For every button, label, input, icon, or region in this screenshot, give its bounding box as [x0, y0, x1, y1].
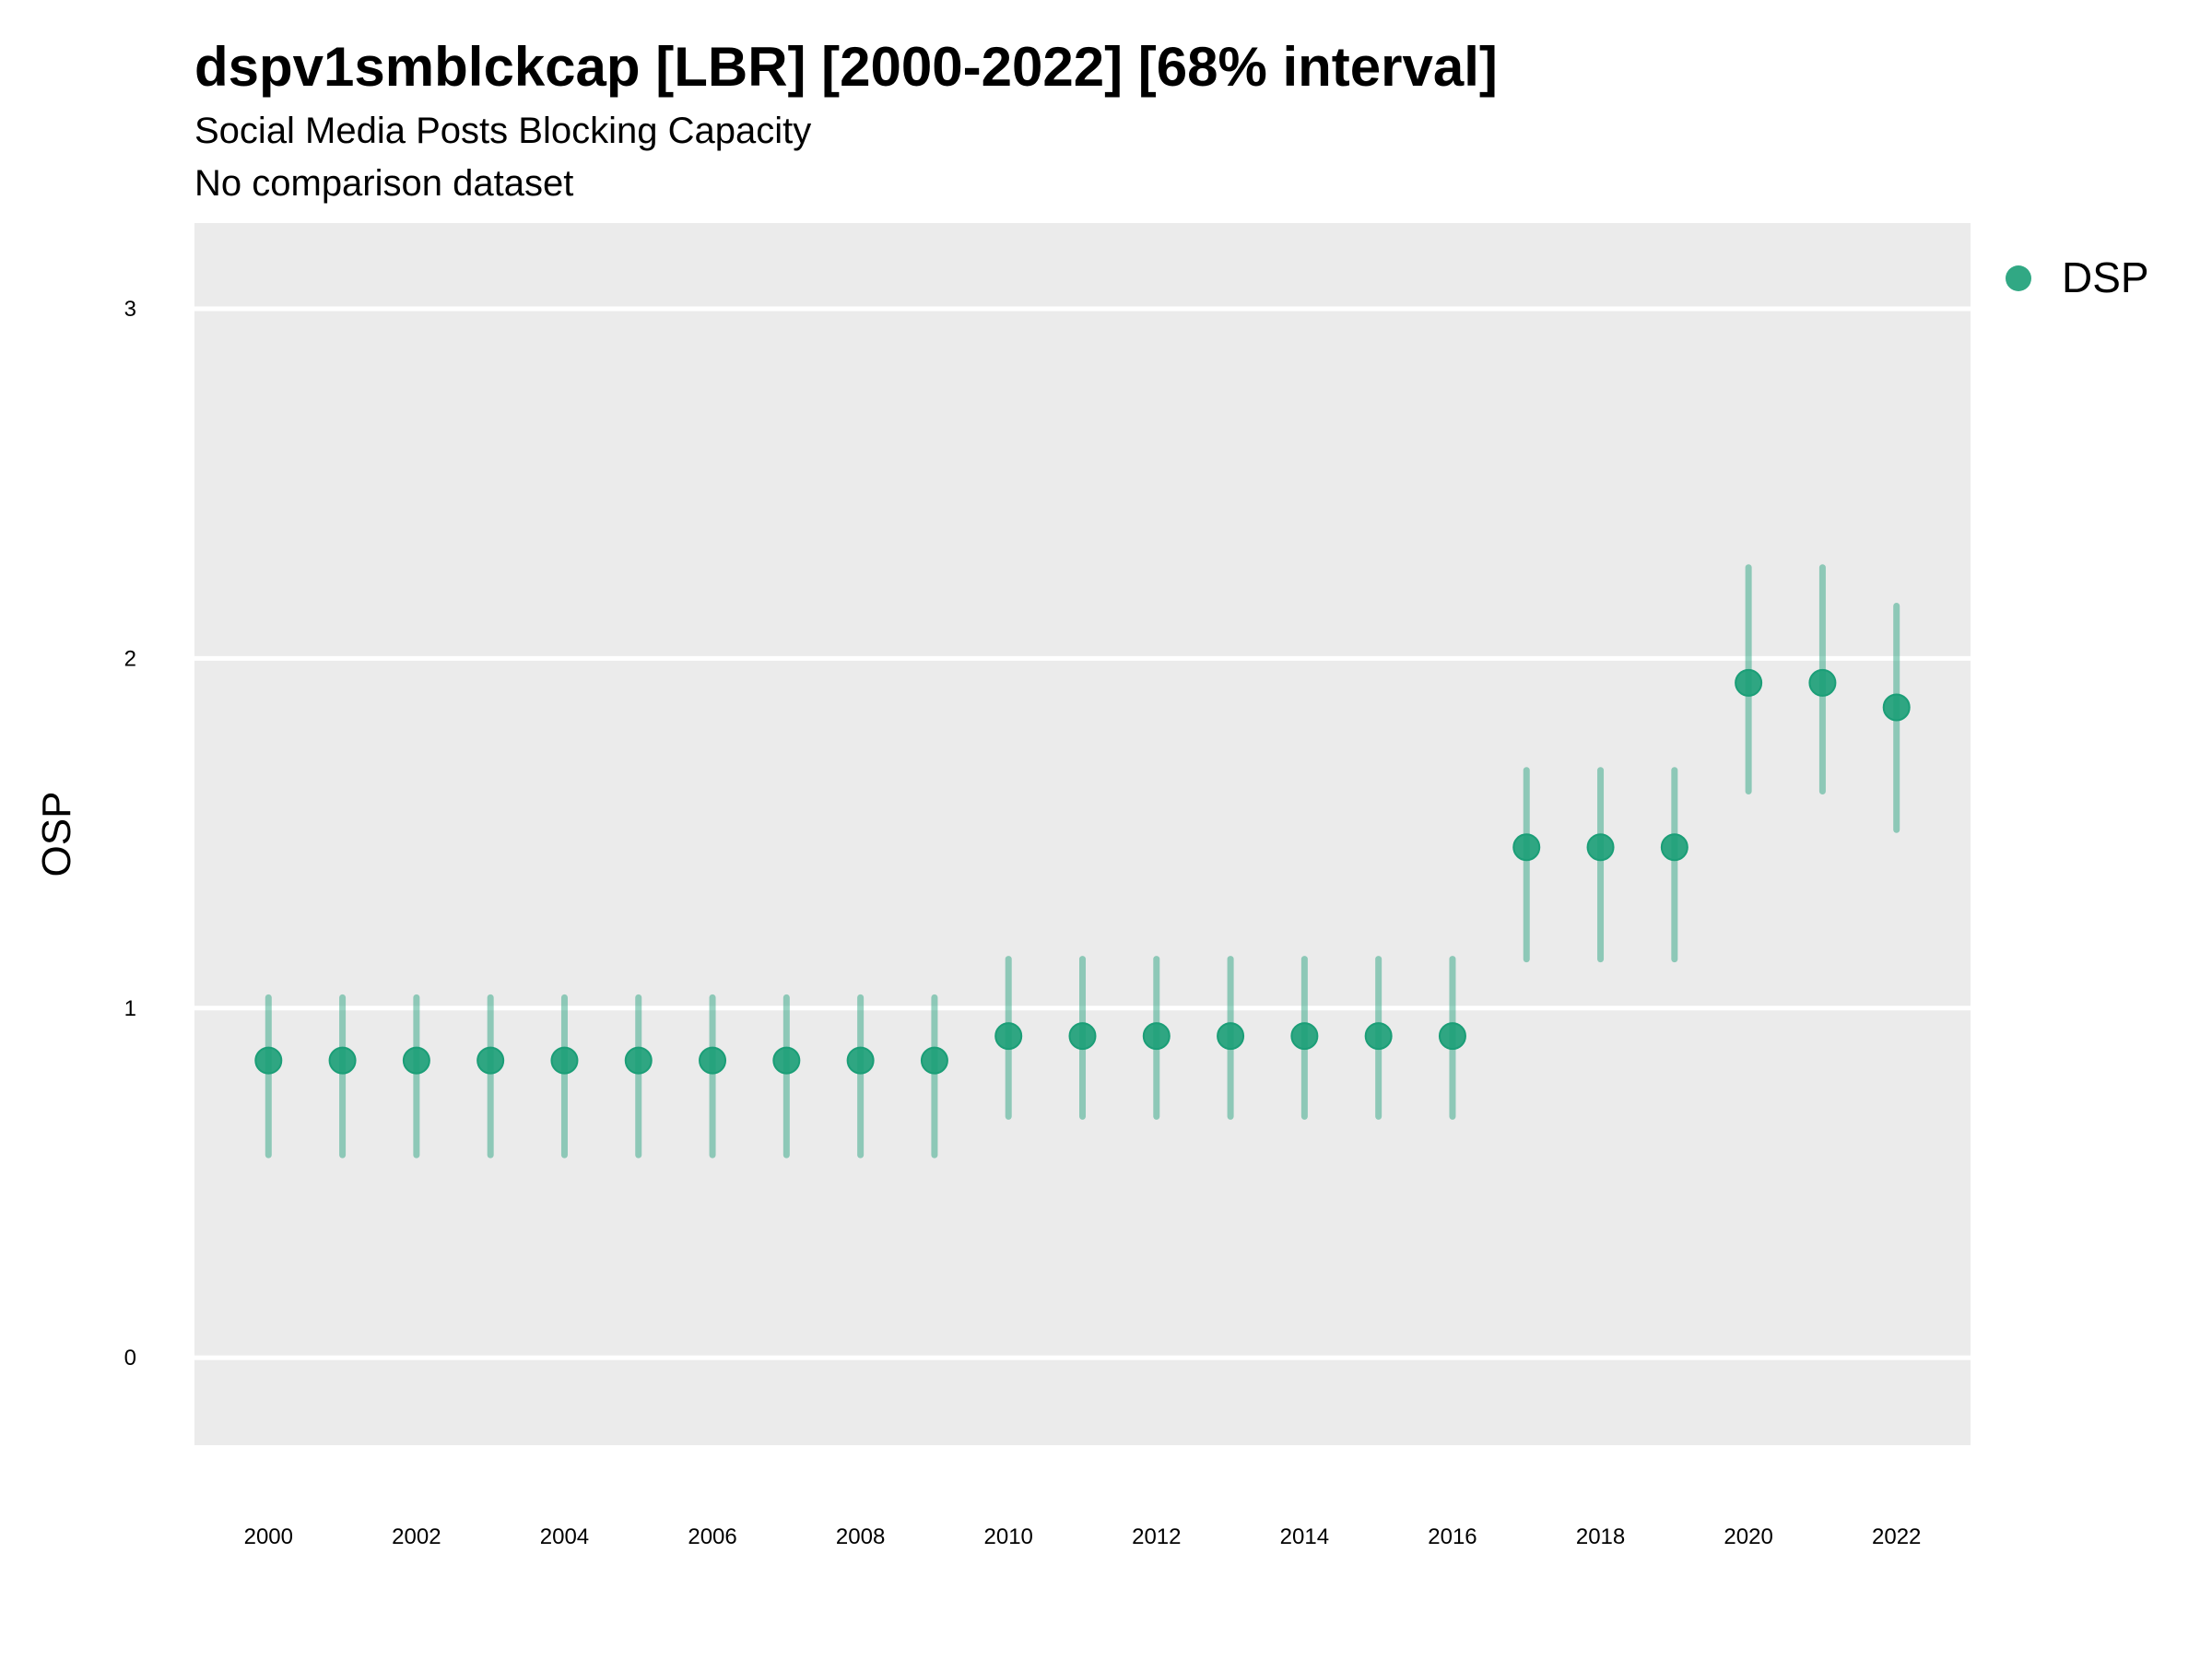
point-2006 [699, 1046, 727, 1075]
y-tick-label: 2 [124, 646, 136, 671]
x-tick-label: 2002 [392, 1524, 441, 1549]
point-2013 [1217, 1022, 1245, 1051]
y-axis-label: OSP [34, 792, 79, 877]
point-2008 [846, 1046, 875, 1075]
point-2011 [1068, 1022, 1097, 1051]
point-2021 [1808, 668, 1837, 697]
point-2014 [1290, 1022, 1319, 1051]
x-tick-label: 2006 [688, 1524, 736, 1549]
point-2004 [550, 1046, 579, 1075]
x-tick-label: 2010 [984, 1524, 1033, 1549]
gridlines [194, 306, 1971, 1360]
data-marks [254, 564, 1911, 1159]
x-tick-label: 2020 [1724, 1524, 1772, 1549]
point-2015 [1364, 1022, 1393, 1051]
x-tick-labels: 2000 2002 2004 2006 2008 2010 2012 2014 2016 2018… [244, 1524, 1922, 1549]
x-tick-label: 2008 [836, 1524, 885, 1549]
y-tick-labels: 0 1 2 3 [124, 297, 136, 1371]
point-2002 [402, 1046, 430, 1075]
x-tick-label: 2012 [1132, 1524, 1181, 1549]
plot-panel [194, 223, 1971, 1445]
x-tick-label: 2004 [540, 1524, 589, 1549]
x-tick-label: 2018 [1576, 1524, 1625, 1549]
point-2016 [1438, 1022, 1466, 1051]
y-tick-label: 1 [124, 996, 136, 1021]
point-2005 [624, 1046, 653, 1075]
point-2003 [477, 1046, 505, 1075]
point-2018 [1586, 833, 1615, 862]
x-tick-label: 2022 [1872, 1524, 1921, 1549]
point-2001 [328, 1046, 357, 1075]
point-2020 [1735, 668, 1763, 697]
chart-caption: No comparison dataset [194, 163, 573, 204]
point-2012 [1142, 1022, 1171, 1051]
point-2007 [772, 1046, 801, 1075]
legend-dot-dsp [2006, 265, 2031, 291]
chart-title: dspv1smblckcap [LBR] [2000-2022] [68% in… [194, 36, 1498, 98]
legend: DSP [2006, 253, 2149, 301]
point-2019 [1660, 833, 1688, 862]
point-2000 [254, 1046, 283, 1075]
y-tick-label: 0 [124, 1346, 136, 1371]
x-tick-label: 2016 [1428, 1524, 1477, 1549]
point-2009 [920, 1046, 948, 1075]
x-tick-label: 2014 [1280, 1524, 1329, 1549]
y-tick-label: 3 [124, 297, 136, 322]
legend-label-dsp: DSP [2062, 253, 2149, 301]
x-tick-label: 2000 [244, 1524, 293, 1549]
point-2010 [994, 1022, 1023, 1051]
point-2017 [1512, 833, 1541, 862]
chart-subtitle: Social Media Posts Blocking Capacity [194, 111, 811, 151]
point-2022 [1882, 693, 1911, 722]
